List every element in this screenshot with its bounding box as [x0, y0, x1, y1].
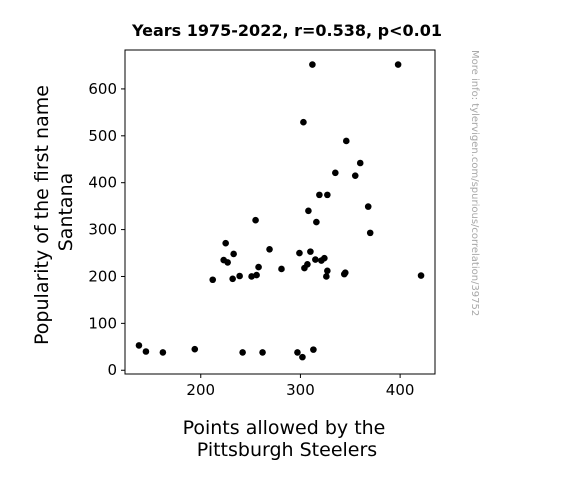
scatter-point — [191, 345, 199, 353]
x-axis-title: Points allowed by the Pittsburgh Steeler… — [183, 417, 392, 461]
y-axis-title-line-1: Popularity of the first name — [31, 85, 53, 345]
scatter-point — [364, 203, 372, 210]
scatter-point — [299, 353, 306, 361]
y-axis-title: Popularity of the first name Santana — [31, 79, 77, 345]
scatter-point — [341, 269, 349, 277]
scatter-point — [230, 250, 237, 258]
scatter-point — [266, 245, 273, 253]
y-axis-title-line-2: Santana — [55, 173, 77, 252]
scatter-point — [366, 229, 374, 237]
scatter-point — [342, 137, 350, 145]
scatter-point — [224, 259, 231, 266]
x-axis-title-line-1: Points allowed by the — [183, 417, 386, 439]
y-tick-label: 600 — [88, 80, 117, 98]
scatter-point — [394, 61, 402, 68]
scatter-point — [255, 263, 262, 271]
y-tick-label: 0 — [107, 361, 117, 379]
chart-title: Years 1975-2022, r=0.538, p<0.01 — [131, 21, 442, 40]
x-tick-label: 200 — [186, 381, 215, 399]
scatter-point — [310, 346, 317, 353]
y-tick-label: 200 — [88, 267, 117, 285]
y-tick-label: 300 — [88, 221, 117, 239]
scatter-point — [313, 218, 320, 226]
x-tick-label: 300 — [286, 381, 315, 399]
scatter-point — [229, 275, 236, 283]
scatter-point — [236, 272, 243, 280]
scatter-point — [294, 349, 301, 356]
scatter-point — [278, 265, 285, 273]
scatter-point — [135, 342, 143, 349]
scatter-point — [222, 239, 229, 247]
scatter-point — [309, 61, 316, 68]
plot-area — [124, 49, 436, 375]
scatter-point — [321, 254, 328, 262]
x-tick-label: 400 — [386, 381, 415, 399]
scatter-point — [307, 248, 314, 255]
scatter-point — [304, 260, 311, 268]
scatter-point — [252, 216, 259, 224]
scatter-point — [296, 249, 303, 257]
y-tick-label: 400 — [88, 174, 117, 192]
scatter-point — [324, 267, 331, 275]
y-tick-label: 100 — [88, 314, 117, 332]
scatter-point — [324, 191, 331, 199]
scatter-point — [142, 348, 150, 355]
scatter-point — [351, 172, 359, 179]
y-tick-label: 500 — [88, 127, 117, 145]
scatter-point — [259, 349, 266, 356]
scatter-point — [159, 349, 167, 356]
scatter-point — [323, 273, 330, 280]
scatter-point — [332, 169, 339, 177]
scatter-point — [300, 118, 307, 126]
scatter-point — [305, 207, 312, 215]
scatter-point — [253, 271, 260, 279]
scatter-point — [316, 191, 323, 199]
x-axis: 200 300 400 — [186, 374, 414, 399]
source-credit: More info: tylervigen.com/spurious/corre… — [469, 50, 480, 316]
scatter-point — [248, 273, 255, 280]
data-points — [135, 61, 425, 361]
scatter-point — [209, 276, 217, 284]
scatter-point — [239, 349, 246, 356]
y-axis: 0 100 200 300 400 500 600 — [88, 80, 125, 379]
scatter-point — [417, 272, 425, 279]
x-axis-title-line-2: Pittsburgh Steelers — [197, 439, 377, 461]
scatter-point — [356, 159, 364, 167]
scatter-point — [312, 256, 319, 263]
